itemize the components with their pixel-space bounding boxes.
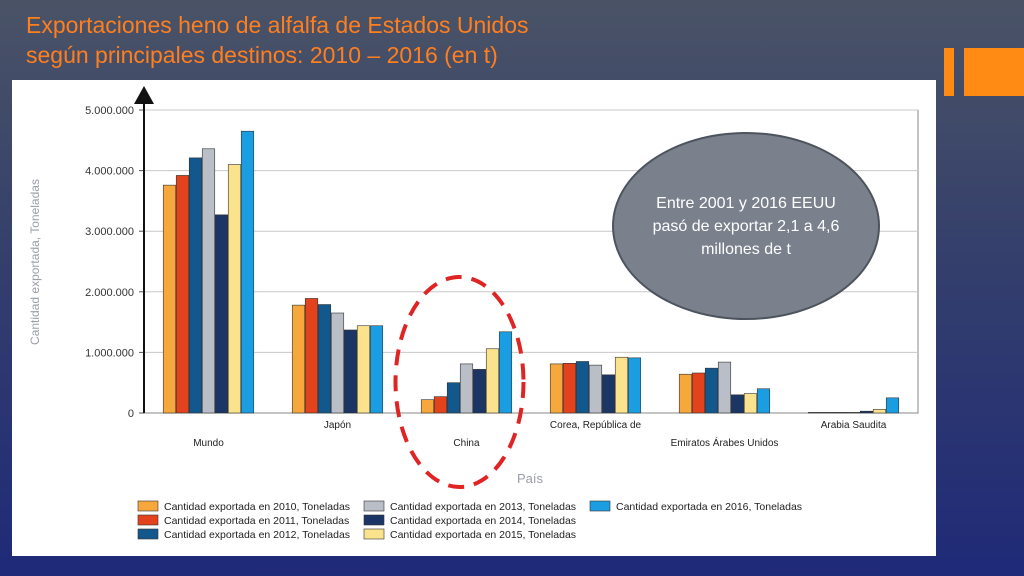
bar bbox=[485, 348, 500, 414]
bar bbox=[201, 148, 216, 414]
bar bbox=[227, 164, 242, 414]
legend-label: Cantidad exportada en 2014, Toneladas bbox=[390, 515, 576, 527]
legend-label: Cantidad exportada en 2011, Toneladas bbox=[164, 515, 349, 527]
legend-swatch bbox=[137, 500, 159, 512]
bar bbox=[175, 175, 190, 414]
y-tick-label: 1.000.000 bbox=[85, 347, 134, 359]
legend-label: Cantidad exportada en 2016, Toneladas bbox=[616, 501, 802, 513]
bar bbox=[240, 130, 255, 414]
legend-swatch bbox=[363, 528, 385, 540]
legend-swatch bbox=[363, 514, 385, 526]
legend-label: Cantidad exportada en 2012, Toneladas bbox=[164, 529, 350, 541]
y-tick-label: 4.000.000 bbox=[85, 166, 134, 178]
bar bbox=[317, 304, 332, 414]
bar bbox=[188, 157, 203, 414]
bar bbox=[304, 298, 319, 414]
bar bbox=[588, 364, 603, 414]
bar bbox=[614, 356, 629, 414]
bar bbox=[575, 361, 590, 414]
bar bbox=[291, 304, 306, 414]
callout-bubble: Entre 2001 y 2016 EEUU pasó de exportar … bbox=[612, 132, 880, 320]
legend-label: Cantidad exportada en 2015, Toneladas bbox=[390, 529, 576, 541]
legend-swatch bbox=[137, 514, 159, 526]
bar bbox=[601, 374, 616, 414]
bar bbox=[756, 388, 771, 414]
bar bbox=[369, 325, 384, 414]
y-tick-label: 5.000.000 bbox=[85, 105, 134, 117]
bar bbox=[859, 410, 874, 414]
accent-bar-wide bbox=[964, 48, 1024, 96]
bar bbox=[330, 312, 345, 414]
x-tick-label: Corea, República de bbox=[550, 420, 642, 431]
bar bbox=[420, 399, 435, 414]
x-tick-label: Emiratos Árabes Unidos bbox=[671, 436, 779, 449]
bar bbox=[162, 184, 177, 414]
bar bbox=[459, 363, 474, 414]
accent-bar-thin bbox=[944, 48, 954, 96]
legend-swatch bbox=[363, 500, 385, 512]
legend-label: Cantidad exportada en 2010, Toneladas bbox=[164, 501, 350, 513]
china-highlight-ring bbox=[393, 275, 526, 489]
bar bbox=[730, 394, 745, 414]
bar bbox=[549, 363, 564, 414]
bar bbox=[472, 369, 487, 414]
bar bbox=[704, 367, 719, 414]
bar bbox=[743, 393, 758, 414]
y-axis-arrow bbox=[134, 86, 154, 104]
y-tick-label: 2.000.000 bbox=[85, 287, 134, 299]
x-tick-label: Japón bbox=[324, 420, 351, 431]
bar bbox=[498, 331, 513, 414]
y-axis-label: Cantidad exportada, Toneladas bbox=[28, 179, 42, 345]
legend-label: Cantidad exportada en 2013, Toneladas bbox=[390, 501, 576, 513]
bar bbox=[343, 329, 358, 414]
x-tick-label: Mundo bbox=[193, 438, 224, 449]
bar bbox=[820, 412, 835, 414]
bar bbox=[807, 412, 822, 414]
bar bbox=[562, 363, 577, 414]
bar bbox=[717, 361, 732, 414]
bar bbox=[678, 373, 693, 414]
legend-swatch bbox=[589, 500, 611, 512]
x-axis-label: País bbox=[517, 471, 544, 486]
y-tick-label: 0 bbox=[128, 408, 134, 420]
slide-title: Exportaciones heno de alfalfa de Estados… bbox=[26, 10, 646, 70]
x-tick-label: Arabia Saudita bbox=[821, 420, 887, 431]
bar bbox=[691, 372, 706, 414]
bar bbox=[627, 357, 642, 414]
x-tick-label: China bbox=[453, 438, 480, 449]
bar bbox=[446, 382, 461, 414]
bar bbox=[872, 409, 887, 414]
y-tick-label: 3.000.000 bbox=[85, 226, 134, 238]
callout-text: Entre 2001 y 2016 EEUU pasó de exportar … bbox=[652, 194, 840, 258]
bar bbox=[433, 396, 448, 414]
bar bbox=[356, 325, 371, 414]
bar bbox=[885, 397, 900, 414]
legend-swatch bbox=[137, 528, 159, 540]
slide-title-line-1: Exportaciones heno de alfalfa de Estados… bbox=[26, 12, 529, 38]
bar bbox=[833, 412, 848, 414]
bar bbox=[846, 412, 861, 414]
slide-title-line-2: según principales destinos: 2010 – 2016 … bbox=[26, 42, 498, 68]
bar bbox=[214, 214, 229, 414]
